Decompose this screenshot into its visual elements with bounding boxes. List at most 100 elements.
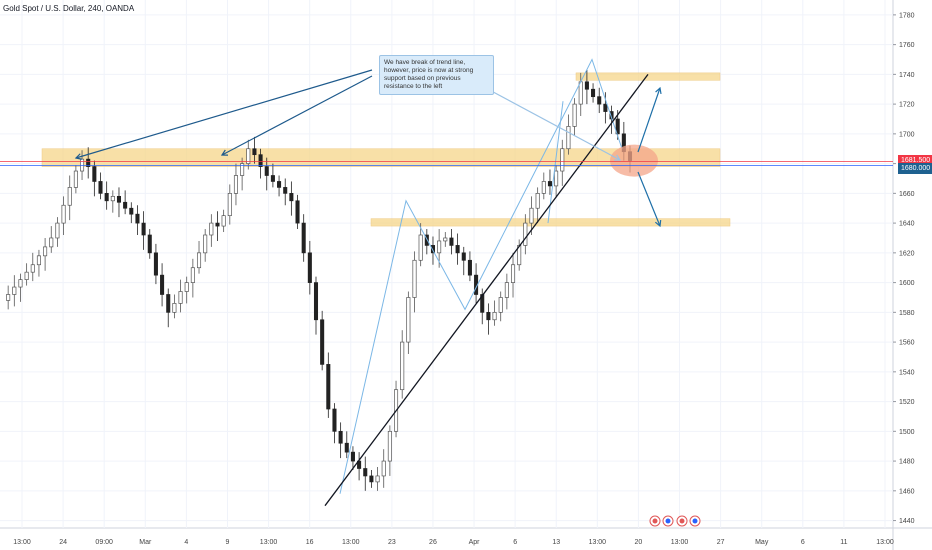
y-tick-label: 1600 [899,280,915,287]
note-arrow-head [220,149,229,156]
candle-body [110,195,115,202]
x-tick-label: Apr [469,539,481,546]
x-tick-label: 4 [184,539,188,546]
event-flag-dot [679,518,685,524]
x-tick-label: 27 [717,539,725,546]
x-tick-label: 24 [59,539,67,546]
candle-body [461,252,466,261]
candle-body [55,222,60,239]
y-tick-label: 1640 [899,221,915,228]
y-tick-label: 1480 [899,459,915,466]
candle-body [258,154,263,167]
candle-body [597,96,602,105]
candle-body [381,460,386,477]
x-tick-label: 20 [635,539,643,546]
candle-body [289,193,294,202]
candle-body [424,234,429,246]
candle-body [400,341,405,391]
candle-body [313,282,319,321]
candle-body [203,234,208,254]
candle-body [6,294,11,301]
candle-body [332,408,337,432]
candle-body [160,274,165,295]
candle-body [252,148,257,156]
candle-body [86,158,91,167]
candle-body [172,303,177,313]
candle-body [510,264,516,283]
annotation-note[interactable]: We have break of trend line, however, pr… [379,55,494,95]
x-tick-label: 26 [429,539,437,546]
candle-body [338,430,343,444]
candle-body [24,271,29,280]
y-tick-label: 1760 [899,42,915,49]
candle-body [523,222,528,246]
candle-body [190,267,195,283]
candle-body [572,103,577,127]
candle-body [554,170,559,187]
candle-body [307,252,312,283]
candle-body [92,166,97,182]
note-arrow [221,75,373,156]
event-flag-dot [692,518,698,524]
up-arrow [637,87,661,153]
bid-price-tag: 1681.500 [898,155,932,167]
zigzag-line [339,58,623,494]
candle-body [283,187,288,194]
candle-body [227,193,232,217]
x-tick-label: 9 [226,539,230,546]
y-tick-label: 1620 [899,250,915,257]
candle-body [215,222,220,227]
candle-body [547,181,552,187]
zigzag-line [547,101,564,224]
x-tick-label: 13:00 [876,539,894,546]
y-tick-label: 1560 [899,340,915,347]
candle-body [135,213,140,224]
x-tick-label: May [755,539,769,546]
candle-body [12,286,17,295]
candle-body [437,240,442,254]
candle-body [184,282,189,292]
x-tick-label: 6 [801,539,805,546]
highlight-ellipse [610,144,658,177]
y-tick-label: 1520 [899,399,915,406]
candle-body [147,234,152,254]
x-tick-label: 16 [306,539,314,546]
candle-body [43,246,48,257]
x-tick-label: Mar [139,539,152,546]
candle-body [209,222,214,236]
candle-body [129,207,134,215]
note-pointer-head [613,154,622,161]
candle-body [443,237,448,242]
candle-body [246,148,251,164]
candle-body [240,163,245,176]
candle-body [350,451,355,462]
candle-body [98,181,103,194]
x-tick-label: 23 [388,539,396,546]
candle-body [529,207,534,224]
x-tick-label: 09:00 [95,539,113,546]
candle-body [277,181,282,188]
candle-body [615,118,620,135]
candle-body [36,255,41,266]
candle-body [369,475,374,483]
candle-body [104,193,109,202]
y-tick-label: 1500 [899,429,915,436]
note-arrow [75,69,373,159]
down-arrow [637,171,661,227]
candle-body [584,81,589,90]
candle-body [449,237,454,246]
candle-body [61,204,66,224]
x-tick-label: 11 [840,539,847,546]
candle-body [270,175,275,182]
candle-body [123,201,128,209]
candle-body [535,193,540,209]
candle-body [221,215,226,227]
candle-body [295,200,300,224]
candle-body [541,181,546,194]
y-tick-label: 1700 [899,131,915,138]
candle-body [467,259,472,276]
x-tick-label: 13:00 [589,539,607,546]
y-tick-label: 1440 [899,518,915,525]
candle-body [560,148,565,172]
candle-body [301,222,306,254]
